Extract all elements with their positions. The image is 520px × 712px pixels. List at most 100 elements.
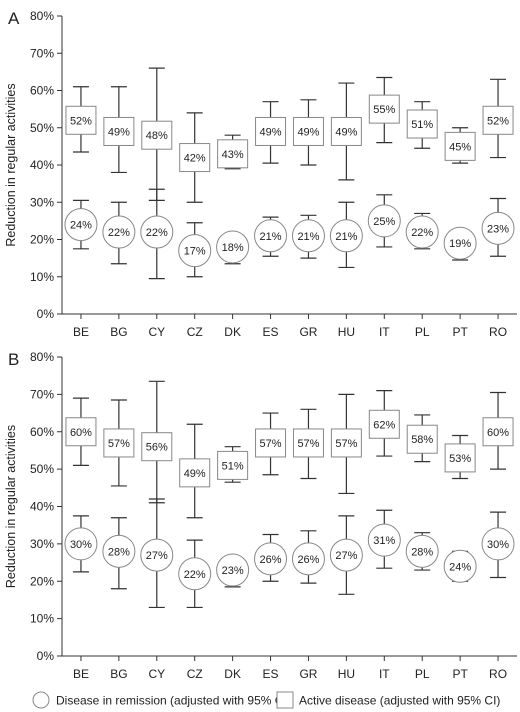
remission-label: 30% <box>70 539 92 551</box>
remission-label: 28% <box>411 546 433 558</box>
remission-marker <box>216 553 250 587</box>
legend-remission-marker <box>32 691 50 709</box>
remission-marker <box>140 215 174 249</box>
active-disease-marker <box>141 432 173 462</box>
remission-marker <box>481 211 515 245</box>
y-tick-label: 70% <box>30 387 54 401</box>
active-disease-marker <box>179 143 211 173</box>
x-tick-label: PT <box>452 667 468 681</box>
x-tick-label: CZ <box>187 667 203 681</box>
remission-label: 26% <box>260 554 282 566</box>
active-disease-label: 49% <box>184 468 206 480</box>
remission-label: 27% <box>335 550 357 562</box>
active-disease-marker <box>217 450 249 480</box>
x-tick-label: HU <box>338 667 355 681</box>
active-disease-label: 58% <box>411 434 433 446</box>
y-tick-label: 30% <box>30 537 54 551</box>
active-disease-label: 57% <box>108 438 130 450</box>
active-disease-marker <box>444 443 476 473</box>
active-disease-label: 51% <box>222 460 244 472</box>
active-disease-label: 52% <box>70 115 92 127</box>
x-tick-label: RO <box>489 667 507 681</box>
y-tick-label: 80% <box>30 9 54 23</box>
remission-marker <box>140 538 174 572</box>
remission-marker <box>178 234 212 268</box>
remission-marker <box>443 226 477 260</box>
remission-marker <box>291 219 325 253</box>
remission-marker <box>102 534 136 568</box>
active-disease-label: 62% <box>373 419 395 431</box>
active-disease-marker <box>406 109 438 139</box>
y-tick-label: 20% <box>30 574 54 588</box>
x-tick-label: BE <box>73 667 89 681</box>
remission-label: 21% <box>297 231 319 243</box>
active-disease-label: 57% <box>335 438 357 450</box>
active-disease-marker <box>65 105 97 135</box>
y-tick-label: 30% <box>30 195 54 209</box>
active-disease-label: 51% <box>411 119 433 131</box>
legend-remission-label: Disease in remission (adjusted with 95% … <box>56 694 291 708</box>
panel-b: B Reduction in regular activities 0% 10% 20%… <box>4 350 517 681</box>
active-disease-label: 42% <box>184 153 206 165</box>
remission-marker <box>291 542 325 576</box>
y-tick-label: 40% <box>30 500 54 514</box>
x-tick-label: HU <box>338 325 355 339</box>
remission-label: 22% <box>146 227 168 239</box>
y-tick-label: 0% <box>37 307 55 321</box>
y-tick-label: 70% <box>30 46 54 60</box>
remission-marker <box>254 542 288 576</box>
active-disease-marker <box>330 428 362 458</box>
y-tick-label: 0% <box>37 649 55 663</box>
x-tick-label: GR <box>299 667 317 681</box>
remission-marker <box>178 557 212 591</box>
remission-label: 22% <box>411 227 433 239</box>
active-disease-label: 55% <box>373 104 395 116</box>
y-tick-label: 10% <box>30 270 54 284</box>
y-tick-label: 50% <box>30 462 54 476</box>
y-tick-label: 60% <box>30 84 54 98</box>
x-tick-label: PL <box>415 667 430 681</box>
active-disease-label: 60% <box>70 427 92 439</box>
x-tick-label: PT <box>452 325 468 339</box>
active-disease-marker <box>330 116 362 146</box>
y-tick-label: 20% <box>30 233 54 247</box>
x-tick-label: DK <box>224 325 241 339</box>
remission-marker <box>329 538 363 572</box>
remission-label: 30% <box>487 539 509 551</box>
remission-label: 23% <box>222 565 244 577</box>
remission-marker <box>481 527 515 561</box>
active-disease-label: 48% <box>146 130 168 142</box>
remission-label: 24% <box>449 561 471 573</box>
remission-label: 27% <box>146 550 168 562</box>
panel-a: A Reduction in regular activities 0% 10% 20%… <box>4 9 517 339</box>
remission-label: 25% <box>373 216 395 228</box>
remission-label: 21% <box>335 231 357 243</box>
x-tick-label: CZ <box>187 325 203 339</box>
active-disease-marker <box>255 116 287 146</box>
remission-marker <box>367 204 401 238</box>
remission-label: 28% <box>108 546 130 558</box>
x-tick-label: CY <box>148 325 165 339</box>
active-disease-label: 57% <box>260 438 282 450</box>
legend-active-marker <box>276 691 294 709</box>
active-disease-marker <box>368 94 400 124</box>
remission-marker <box>405 534 439 568</box>
remission-marker <box>254 219 288 253</box>
remission-label: 18% <box>222 242 244 254</box>
remission-marker <box>405 215 439 249</box>
legend: Disease in remission (adjusted with 95% … <box>32 691 500 709</box>
y-tick-label: 40% <box>30 158 54 172</box>
active-disease-marker <box>255 428 287 458</box>
x-tick-label: BG <box>110 667 127 681</box>
remission-marker <box>102 215 136 249</box>
active-disease-marker <box>292 428 324 458</box>
remission-label: 24% <box>70 220 92 232</box>
remission-label: 23% <box>487 223 509 235</box>
remission-marker <box>64 527 98 561</box>
active-disease-marker <box>141 120 173 150</box>
active-disease-label: 49% <box>335 126 357 138</box>
remission-label: 19% <box>449 238 471 250</box>
active-disease-marker <box>406 424 438 454</box>
x-tick-label: RO <box>489 325 507 339</box>
